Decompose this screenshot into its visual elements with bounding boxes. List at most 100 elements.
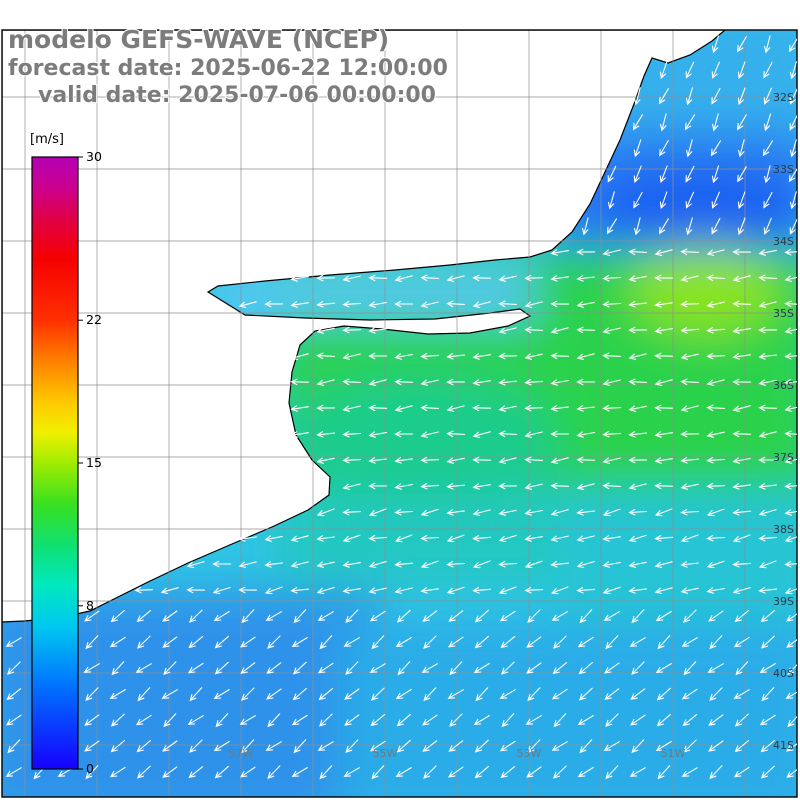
wind-arrow	[759, 663, 776, 674]
wind-arrow	[498, 379, 518, 386]
wind-arrow	[629, 714, 646, 726]
wind-arrow	[550, 379, 569, 386]
wind-arrow	[110, 609, 125, 623]
wind-arrow	[316, 535, 335, 542]
wind-arrow	[786, 639, 797, 648]
wind-arrow	[761, 687, 775, 702]
wind-arrow	[576, 353, 595, 360]
wind-arrow	[628, 534, 647, 543]
wind-arrow	[758, 379, 777, 386]
wind-arrow	[499, 610, 516, 622]
wind-arrow	[6, 688, 22, 701]
wind-arrow	[760, 635, 775, 649]
wind-arrow	[368, 508, 387, 517]
wind-arrow	[681, 767, 698, 777]
wind-arrow	[576, 456, 596, 464]
wind-arrow	[213, 610, 230, 622]
wind-arrow	[472, 535, 492, 542]
wind-arrow	[498, 430, 518, 438]
wind-arrow	[420, 456, 440, 464]
wind-arrow	[342, 405, 361, 412]
wind-arrow	[629, 767, 646, 777]
wind-arrow	[602, 586, 621, 595]
wind-arrow	[655, 740, 672, 752]
wind-arrow	[576, 326, 596, 334]
wind-arrow	[7, 661, 21, 675]
wind-arrow	[292, 687, 307, 701]
wind-arrow	[708, 714, 724, 726]
wind-arrow	[628, 353, 647, 360]
wind-arrow	[784, 482, 797, 490]
wind-arrow	[316, 457, 335, 464]
wind-arrow	[654, 379, 673, 386]
wind-arrow	[603, 662, 620, 674]
wind-arrow	[656, 713, 671, 727]
wind-arrow	[603, 611, 620, 621]
wind-arrow	[524, 378, 544, 386]
wind-arrow	[524, 274, 544, 282]
wind-arrow	[161, 689, 178, 699]
wind-arrow	[394, 483, 413, 490]
wind-arrow	[760, 765, 775, 779]
wind-arrow	[370, 714, 386, 727]
wind-arrow	[680, 430, 700, 438]
map-render-root: 32S 33S 34S 35S 36S 37S 38S 39S 40S 41S 57W 55W 53W 5…	[1, 29, 798, 798]
wind-arrow	[579, 609, 593, 624]
wind-arrow	[707, 663, 724, 673]
wind-arrow	[628, 405, 647, 412]
wind-arrow	[446, 457, 465, 464]
wind-arrow	[394, 405, 413, 412]
wind-arrow	[737, 114, 747, 131]
wind-arrow	[316, 327, 335, 334]
wind-arrow	[420, 508, 439, 517]
wind-arrow	[395, 688, 412, 700]
wind-arrow	[293, 739, 307, 754]
wind-arrow	[680, 378, 700, 386]
wind-arrow	[732, 405, 751, 412]
wind-arrow	[732, 509, 752, 516]
wind-arrow	[214, 635, 229, 649]
wind-arrow	[500, 766, 516, 779]
wind-arrow	[342, 483, 361, 490]
wind-arrow	[737, 61, 746, 80]
lon-label: 55W	[373, 747, 398, 760]
wind-arrow	[550, 275, 569, 282]
wind-arrow	[602, 327, 621, 334]
wind-arrow	[422, 740, 438, 752]
wind-arrow	[732, 275, 751, 282]
wind-arrow	[319, 635, 333, 650]
wind-arrow	[136, 739, 152, 753]
wind-arrow	[551, 688, 568, 700]
wind-arrow	[576, 586, 596, 594]
wind-arrow	[84, 740, 100, 752]
wind-arrow	[553, 635, 567, 649]
wind-arrow	[711, 61, 720, 79]
wind-arrow	[186, 586, 206, 594]
wind-arrow	[316, 352, 336, 360]
wind-arrow	[711, 87, 721, 105]
wind-arrow	[732, 560, 752, 568]
lat-label: 33S	[773, 163, 794, 176]
wind-arrow	[631, 739, 645, 754]
wind-arrow	[264, 586, 283, 595]
wind-arrow	[420, 431, 439, 438]
wind-arrow	[524, 431, 543, 438]
wind-arrow	[732, 430, 752, 438]
wind-arrow	[732, 353, 751, 360]
wind-arrow	[550, 509, 569, 517]
wind-arrow	[576, 561, 595, 569]
wind-arrow	[737, 87, 746, 106]
wind-arrow	[449, 661, 463, 676]
wind-arrow	[526, 636, 542, 648]
wind-arrow	[763, 61, 773, 79]
wind-arrow	[422, 610, 438, 622]
wind-arrow	[784, 430, 797, 438]
wind-arrow	[602, 352, 622, 360]
wind-arrow	[421, 663, 438, 673]
wind-arrow	[706, 379, 725, 386]
wind-arrow	[371, 635, 385, 650]
wind-arrow	[685, 61, 695, 79]
wind-arrow	[524, 483, 543, 490]
wind-arrow	[396, 713, 411, 727]
